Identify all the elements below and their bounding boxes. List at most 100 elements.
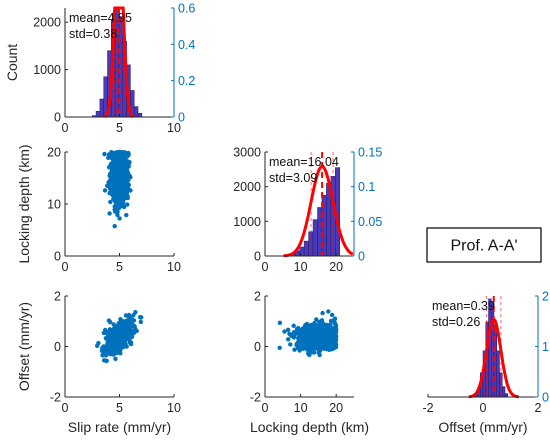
y-tick-label: 2000 xyxy=(233,180,261,194)
right-tick-label: 0 xyxy=(542,391,549,405)
mean-annotation: mean=0.39 xyxy=(432,299,495,313)
scatter-point xyxy=(113,334,118,339)
scatter-point xyxy=(122,323,127,329)
scatter-point xyxy=(134,328,139,334)
y-tick-label: 2 xyxy=(254,290,261,304)
scatter-point xyxy=(113,167,118,172)
y-tick-label: -2 xyxy=(250,391,261,405)
std-annotation: std=3.09 xyxy=(269,171,317,185)
scatter-point xyxy=(332,316,338,321)
scatter-point xyxy=(306,351,311,356)
scatter-point xyxy=(124,183,130,188)
right-tick-label: 0.15 xyxy=(358,146,382,160)
scatter-point xyxy=(108,199,113,205)
scatter-point xyxy=(96,340,101,346)
scatter-point xyxy=(316,348,322,354)
right-tick-label: 0.6 xyxy=(178,2,195,16)
scatter-point xyxy=(331,332,337,337)
scatter-point xyxy=(111,339,116,344)
x-tick-label: 2 xyxy=(535,401,542,415)
scatter-point xyxy=(117,216,122,221)
scatter-point xyxy=(116,183,121,188)
scatter-point xyxy=(124,212,129,218)
scatter-point xyxy=(139,315,144,320)
scatter-point xyxy=(120,342,125,347)
histogram-bar xyxy=(303,240,309,257)
scatter-point xyxy=(314,317,319,322)
scatter-point xyxy=(306,323,311,328)
y-tick-label: 1000 xyxy=(233,215,261,229)
y-tick-label: 0 xyxy=(54,340,61,354)
pdf-curve xyxy=(283,164,354,258)
scatter-point xyxy=(320,310,325,316)
x-tick-label: 0 xyxy=(62,401,69,415)
y-tick-label: 0 xyxy=(54,250,61,264)
scatter-point xyxy=(121,177,126,182)
histogram-bar xyxy=(496,350,500,398)
histogram-bar xyxy=(502,386,506,398)
x-tick-label: 20 xyxy=(329,401,343,415)
scatter-point xyxy=(118,337,124,342)
scatter-point xyxy=(309,341,314,347)
x-axis-label: Offset (mm/yr) xyxy=(438,419,527,435)
x-tick-label: 0 xyxy=(62,260,69,274)
x-tick-label: 0 xyxy=(262,260,269,274)
scatter-point xyxy=(317,325,322,331)
x-tick-label: 10 xyxy=(294,260,308,274)
scatter-point xyxy=(117,195,123,200)
scatter-points xyxy=(102,149,133,229)
x-tick-label: 5 xyxy=(116,121,123,135)
right-tick-label: 0.2 xyxy=(178,74,195,88)
scatter-point xyxy=(117,345,122,350)
x-tick-label: 0 xyxy=(62,121,69,135)
scatter-point xyxy=(113,187,118,192)
profile-label: Prof. A-A' xyxy=(450,238,517,255)
scatter-point xyxy=(131,318,137,323)
scatter-point xyxy=(113,356,118,361)
scatter-point xyxy=(123,188,128,193)
scatter-point xyxy=(114,158,120,163)
scatter-point xyxy=(104,347,110,352)
y-tick-label: -2 xyxy=(50,391,61,405)
y-tick-label: 0 xyxy=(254,250,261,264)
scatter-point xyxy=(307,347,312,352)
x-tick-label: 5 xyxy=(116,401,123,415)
scatter-point xyxy=(103,327,108,333)
std-annotation: std=0.26 xyxy=(432,315,480,329)
scatter-point xyxy=(110,163,116,169)
x-tick-label: 10 xyxy=(167,401,181,415)
scatter-point xyxy=(125,194,130,199)
scatter-point xyxy=(333,339,338,345)
scatter-point xyxy=(286,327,291,332)
scatter-point xyxy=(312,337,317,342)
scatter-point xyxy=(118,320,123,325)
scatter-point xyxy=(294,326,300,332)
x-tick-label: 0 xyxy=(262,401,269,415)
scatter-point xyxy=(127,317,132,322)
scatter-point xyxy=(302,335,308,340)
scatter-point xyxy=(111,322,116,327)
scatter-point xyxy=(107,211,112,216)
scatter-point xyxy=(117,174,123,180)
scatter-point xyxy=(125,202,130,207)
scatter-point xyxy=(309,326,314,331)
scatter-point xyxy=(282,329,287,334)
x-tick-label: 0 xyxy=(480,401,487,415)
x-tick-label: 20 xyxy=(329,260,343,274)
x-axis-label: Locking depth (km) xyxy=(250,419,369,435)
scatter-point xyxy=(320,333,325,339)
scatter-point xyxy=(326,309,331,314)
scatter-point xyxy=(304,341,309,346)
x-tick-label: 10 xyxy=(167,260,181,274)
scatter-point xyxy=(111,153,117,158)
scatter-point xyxy=(111,158,117,163)
scatter-point xyxy=(115,209,120,215)
scatter-point xyxy=(291,323,296,328)
scatter-point xyxy=(297,346,302,351)
y-tick-label: 20 xyxy=(47,146,61,160)
std-annotation: std=0.38 xyxy=(69,27,117,41)
scatter-point xyxy=(126,312,132,318)
scatter-point xyxy=(324,346,329,351)
scatter-point xyxy=(307,332,312,338)
